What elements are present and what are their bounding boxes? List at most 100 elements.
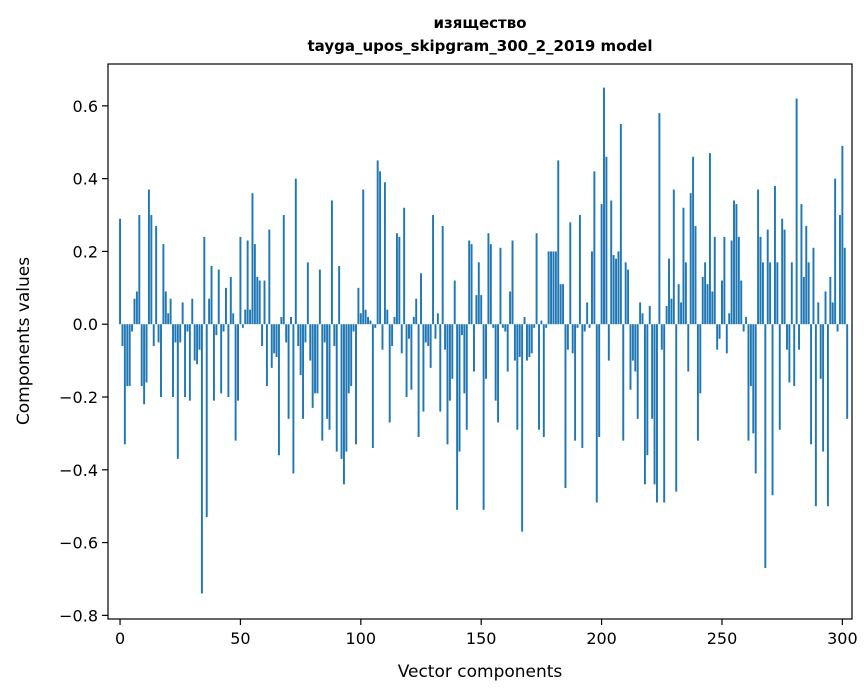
bar-115 (395, 233, 398, 325)
bar-204 (610, 200, 613, 325)
bar-17 (160, 324, 162, 397)
bar-168 (523, 316, 526, 325)
bar-290 (817, 302, 820, 325)
bar-31 (193, 324, 196, 361)
bar-232 (677, 284, 680, 325)
bar-181 (554, 251, 557, 325)
bar-81 (314, 324, 317, 394)
bar-33 (198, 324, 201, 350)
bar-256 (735, 204, 738, 325)
bar-128 (427, 324, 430, 347)
bar-71 (290, 316, 292, 325)
bar-146 (470, 244, 473, 325)
bar-250 (721, 280, 723, 325)
bar-152 (485, 324, 487, 379)
bar-195 (588, 324, 591, 328)
bar-183 (559, 284, 562, 325)
bar-143 (463, 324, 466, 394)
bar-220 (648, 306, 651, 325)
bar-263 (752, 324, 755, 434)
bar-212 (629, 324, 632, 390)
bar-2 (123, 324, 126, 445)
bar-122 (412, 316, 415, 325)
bar-65 (275, 324, 278, 357)
bar-109 (381, 324, 384, 350)
bar-79 (309, 324, 312, 361)
bar-101 (362, 189, 365, 325)
bar-39 (212, 324, 215, 401)
bar-34 (200, 324, 203, 594)
bar-57 (256, 276, 259, 325)
bar-198 (595, 324, 598, 503)
bar-280 (793, 324, 796, 387)
bar-170 (528, 324, 531, 357)
bar-223 (656, 324, 658, 503)
bar-196 (591, 251, 593, 325)
bar-8 (138, 215, 141, 325)
bar-240 (696, 324, 699, 441)
bar-246 (711, 291, 714, 325)
bar-106 (374, 324, 377, 328)
bar-70 (287, 324, 290, 419)
bar-167 (521, 324, 524, 532)
bar-44 (225, 287, 227, 325)
bar-301 (843, 247, 846, 325)
bar-273 (776, 262, 779, 325)
bar-131 (434, 324, 437, 339)
bar-62 (268, 229, 271, 325)
x-tick-label: 250 (707, 629, 738, 648)
bar-51 (241, 324, 244, 328)
bar-132 (436, 313, 439, 325)
bar-213 (631, 324, 634, 361)
bar-91 (338, 265, 341, 325)
bar-116 (398, 236, 401, 325)
bar-110 (383, 182, 386, 325)
bar-261 (747, 324, 750, 441)
x-tick-label: 100 (346, 629, 377, 648)
bar-134 (441, 225, 444, 325)
bar-64 (273, 324, 276, 354)
bar-126 (422, 324, 425, 412)
bar-210 (624, 262, 627, 325)
bar-227 (665, 306, 668, 325)
bar-95 (347, 324, 350, 394)
bar-189 (574, 324, 577, 441)
bar-272 (773, 185, 776, 325)
bar-229 (670, 298, 673, 325)
bar-247 (713, 236, 716, 325)
bar-55 (251, 193, 254, 325)
bar-243 (704, 262, 707, 325)
bar-193 (583, 324, 586, 332)
bar-54 (249, 309, 252, 325)
bar-292 (822, 324, 825, 452)
bar-9 (140, 324, 143, 387)
bar-163 (511, 240, 514, 325)
bar-236 (687, 324, 690, 372)
bar-284 (802, 276, 805, 325)
bar-207 (617, 251, 620, 325)
bar-11 (145, 324, 148, 383)
bar-275 (781, 218, 784, 325)
bar-74 (297, 324, 300, 347)
bar-38 (210, 265, 213, 325)
bar-291 (819, 324, 822, 379)
bar-233 (680, 302, 683, 325)
bar-77 (304, 324, 307, 343)
bar-47 (232, 313, 235, 325)
x-tick-label: 50 (230, 629, 250, 648)
bar-22 (172, 324, 174, 397)
bar-190 (576, 324, 579, 328)
bar-184 (562, 284, 565, 325)
bar-48 (234, 324, 237, 441)
bar-69 (285, 324, 288, 343)
bar-30 (191, 298, 194, 325)
bar-42 (220, 324, 223, 394)
chart-subtitle: tayga_upos_skipgram_300_2_2019 model (308, 37, 653, 55)
bar-282 (798, 324, 800, 350)
bar-49 (237, 324, 239, 401)
bar-238 (692, 156, 695, 325)
bar-289 (814, 324, 817, 507)
bar-148 (475, 295, 478, 325)
bar-137 (448, 324, 451, 401)
